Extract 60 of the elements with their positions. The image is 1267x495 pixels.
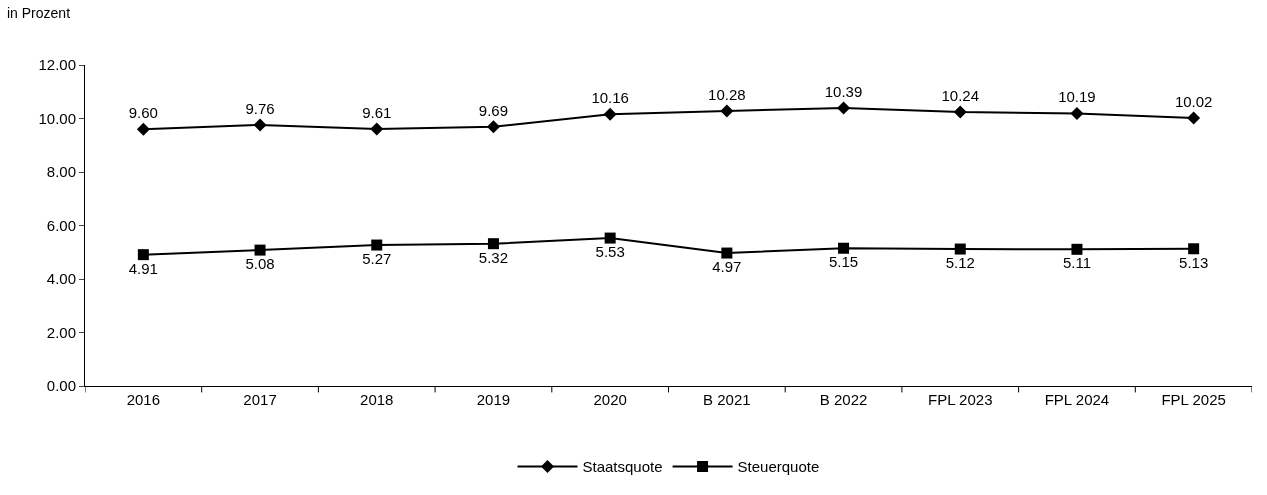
- x-tick-label: 2020: [593, 391, 627, 408]
- data-label: 5.13: [1179, 253, 1209, 271]
- point: [486, 120, 500, 134]
- data-label: 5.32: [478, 248, 509, 266]
- data-label: 10.24: [941, 87, 980, 105]
- point: [603, 107, 617, 121]
- data-label: 10.39: [824, 83, 863, 101]
- point: [253, 118, 267, 132]
- y-tick-label: 2.00: [46, 323, 76, 341]
- point: [1188, 243, 1200, 255]
- point: [371, 239, 383, 251]
- data-label: 5.27: [362, 250, 392, 268]
- data-label: 5.15: [828, 253, 859, 271]
- x-tick-label: 2019: [476, 391, 511, 408]
- point: [953, 105, 967, 119]
- data-label: 10.28: [708, 86, 746, 104]
- legend-label: Staatsquote: [582, 458, 663, 476]
- x-tick-label: 2017: [243, 391, 277, 408]
- point: [1070, 106, 1084, 120]
- point: [370, 122, 384, 136]
- point: [721, 247, 733, 259]
- x-tick-label: FPL 2023: [928, 391, 993, 408]
- data-label: 5.11: [1062, 254, 1091, 272]
- x-tick-label: FPL 2025: [1161, 391, 1226, 408]
- y-tick-label: 4.00: [46, 270, 76, 288]
- point: [1071, 243, 1083, 255]
- data-label: 9.60: [128, 104, 158, 122]
- data-label: 4.97: [712, 258, 742, 276]
- x-tick-label: B 2022: [819, 391, 868, 408]
- data-label: 5.08: [245, 255, 275, 273]
- data-label: 10.02: [1174, 92, 1213, 110]
- y-tick-label: 6.00: [46, 216, 76, 234]
- point: [838, 242, 850, 254]
- y-tick-label: 0.00: [46, 377, 76, 395]
- data-label: 10.19: [1058, 88, 1096, 106]
- data-label: 9.61: [362, 103, 392, 121]
- point: [604, 232, 616, 244]
- point: [720, 104, 734, 118]
- data-label: 5.12: [945, 254, 975, 272]
- data-label: 9.76: [245, 99, 275, 117]
- x-tick-label: 2018: [360, 391, 394, 408]
- y-tick-label: 12.00: [38, 56, 76, 74]
- legend-label: Steuerquote: [737, 458, 820, 476]
- y-tick-label: 10.00: [38, 109, 76, 127]
- point: [254, 244, 266, 256]
- data-label: 9.69: [478, 101, 509, 119]
- point: [136, 122, 150, 136]
- point: [837, 101, 851, 115]
- point: [1187, 111, 1201, 125]
- point: [954, 243, 966, 255]
- data-label: 5.53: [595, 243, 625, 261]
- data-label: 10.16: [591, 89, 629, 107]
- y-tick-label: 8.00: [46, 163, 76, 181]
- y-axis-title: in Prozent: [7, 5, 71, 21]
- x-tick-label: B 2021: [703, 391, 751, 408]
- x-tick-label: FPL 2024: [1044, 391, 1110, 408]
- x-tick-label: 2016: [126, 391, 161, 408]
- point: [137, 249, 149, 261]
- point: [487, 238, 499, 250]
- data-label: 4.91: [128, 259, 158, 277]
